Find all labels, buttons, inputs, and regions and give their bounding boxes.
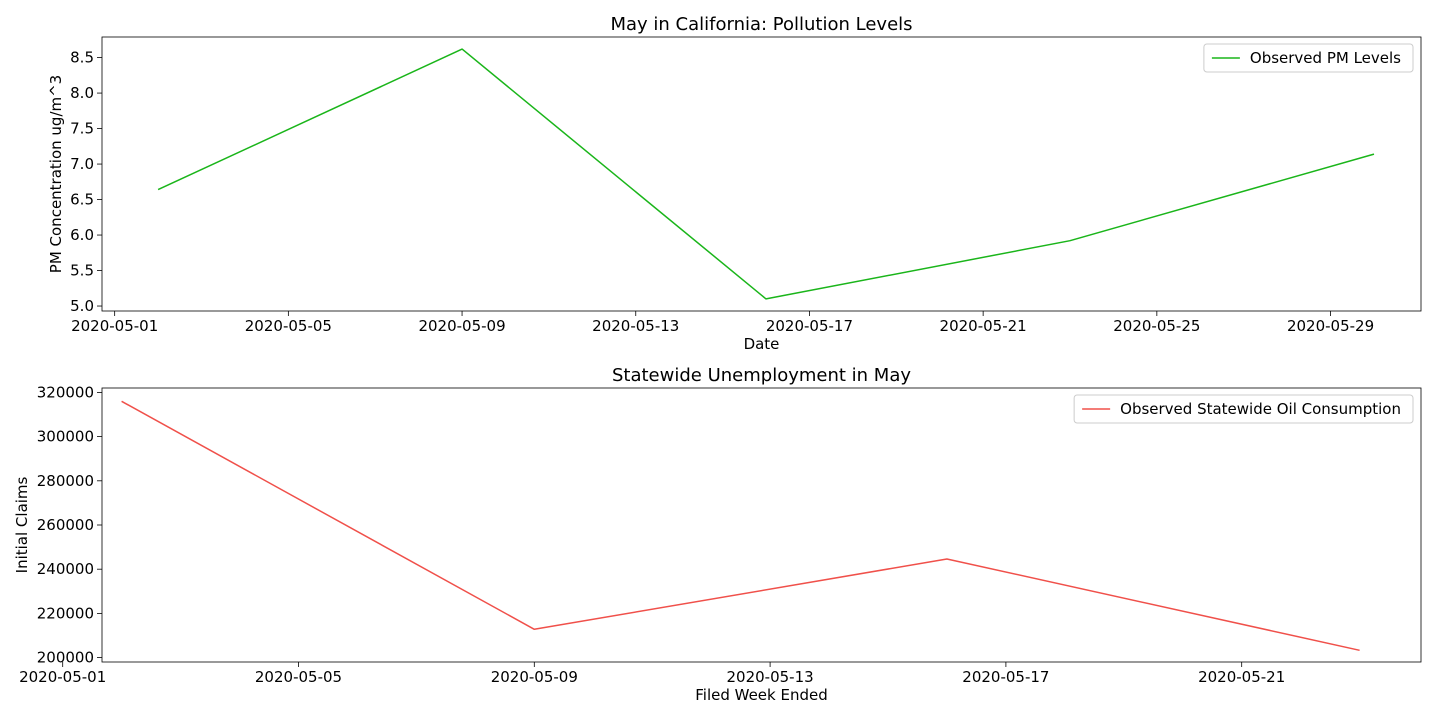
- y-tick-label: 280000: [37, 472, 94, 490]
- chart-title: Statewide Unemployment in May: [612, 365, 911, 386]
- y-tick-label: 8.5: [70, 49, 94, 67]
- y-tick-label: 6.0: [70, 226, 94, 244]
- y-tick-label: 6.5: [70, 191, 94, 209]
- x-tick-label: 2020-05-21: [1198, 668, 1285, 686]
- y-tick-label: 8.0: [70, 84, 94, 102]
- chart-1: May in California: Pollution Levels 2020-…: [47, 14, 1422, 353]
- x-tick-label: 2020-05-13: [592, 317, 679, 335]
- y-axis-label: Initial Claims: [13, 476, 31, 573]
- y-tick-label: 320000: [37, 383, 94, 401]
- series-line: [121, 400, 1360, 652]
- x-tick-label: 2020-05-05: [255, 668, 342, 686]
- y-axis-label: PM Concentration ug/m^3: [47, 75, 65, 273]
- y-tick-label: 7.0: [70, 155, 94, 173]
- y-tick-label: 5.5: [70, 262, 94, 280]
- y-tick-label: 5.0: [70, 297, 94, 315]
- y-tick-label: 240000: [37, 560, 94, 578]
- y-tick-label: 300000: [37, 428, 94, 446]
- x-tick-label: 2020-05-09: [418, 317, 505, 335]
- y-tick-label: 260000: [37, 516, 94, 534]
- x-tick-label: 2020-05-21: [940, 317, 1027, 335]
- y-tick-label: 200000: [37, 649, 94, 667]
- x-tick-label: 2020-05-17: [962, 668, 1049, 686]
- x-tick-label: 2020-05-09: [491, 668, 578, 686]
- x-tick-label: 2020-05-17: [766, 317, 853, 335]
- x-tick-label: 2020-05-13: [727, 668, 814, 686]
- plot-frame: [101, 387, 1422, 663]
- x-tick-label: 2020-05-25: [1113, 317, 1200, 335]
- legend: Observed PM Levels: [1203, 43, 1414, 73]
- legend-label: Observed PM Levels: [1250, 49, 1401, 67]
- legend-box: [1073, 394, 1414, 424]
- plot-frame: [101, 36, 1422, 312]
- legend-box: [1203, 43, 1414, 73]
- x-tick-label: 2020-05-29: [1287, 317, 1374, 335]
- x-axis-label: Filed Week Ended: [695, 686, 828, 704]
- x-axis-label: Date: [744, 335, 780, 353]
- legend-label: Observed Statewide Oil Consumption: [1120, 400, 1401, 418]
- y-tick-label: 7.5: [70, 120, 94, 138]
- series-line: [157, 48, 1375, 300]
- x-tick-label: 2020-05-01: [19, 668, 106, 686]
- chart-title: May in California: Pollution Levels: [610, 14, 912, 35]
- y-tick-label: 220000: [37, 604, 94, 622]
- x-tick-label: 2020-05-01: [71, 317, 158, 335]
- x-tick-label: 2020-05-05: [245, 317, 332, 335]
- legend: Observed Statewide Oil Consumption: [1073, 394, 1414, 424]
